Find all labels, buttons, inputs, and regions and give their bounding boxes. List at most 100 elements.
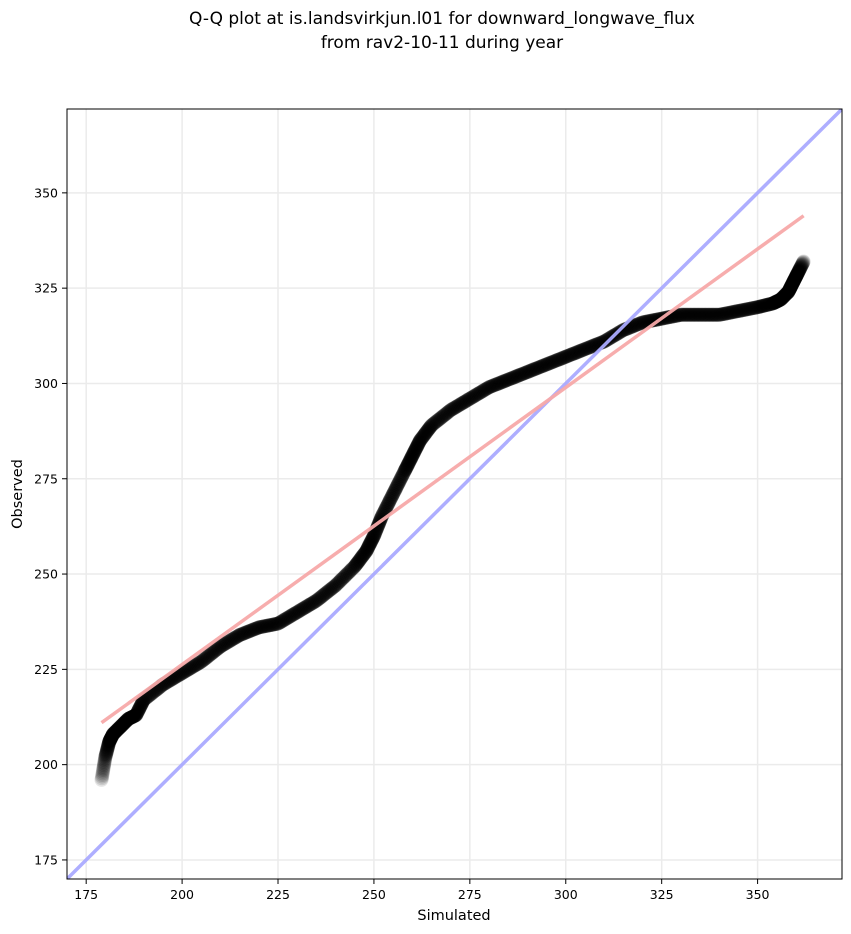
qq-point <box>353 551 368 566</box>
qq-point <box>778 288 792 303</box>
qq-point <box>129 707 144 721</box>
qq-point <box>103 731 118 746</box>
qq-point <box>298 600 313 615</box>
qq-point <box>793 261 808 276</box>
qq-point <box>118 715 133 730</box>
qq-point <box>242 624 257 639</box>
qq-point <box>547 354 562 369</box>
qq-point <box>520 365 535 379</box>
qq-point <box>104 729 119 744</box>
qq-point <box>399 460 414 475</box>
qq-point <box>202 648 217 663</box>
qq-point <box>111 721 126 736</box>
y-tick-label: 250 <box>34 567 58 582</box>
qq-point <box>493 375 507 390</box>
qq-point <box>767 295 781 310</box>
qq-point <box>351 555 365 570</box>
qq-point <box>487 378 502 393</box>
qq-point <box>788 270 803 285</box>
qq-point <box>364 534 379 549</box>
x-tick-label: 275 <box>458 887 482 902</box>
qq-point <box>597 334 612 349</box>
qq-point <box>124 710 139 725</box>
qq-point <box>102 733 117 748</box>
qq-point <box>173 667 188 681</box>
qq-point <box>543 355 558 370</box>
qq-point <box>792 263 806 278</box>
qq-point <box>339 567 354 582</box>
qq-point <box>582 340 597 355</box>
qq-point <box>359 543 374 558</box>
qq-point <box>317 587 332 602</box>
qq-point <box>99 744 114 759</box>
qq-point <box>411 436 426 451</box>
qq-point <box>383 491 398 506</box>
qq-point <box>440 405 455 420</box>
qq-point <box>183 661 198 676</box>
y-tick-label: 350 <box>34 185 58 200</box>
qq-point <box>598 333 613 348</box>
qq-point <box>780 286 795 301</box>
qq-point <box>538 357 553 372</box>
qq-point <box>791 265 806 280</box>
qq-point <box>577 342 592 357</box>
qq-point <box>775 291 790 305</box>
qq-point <box>273 615 288 629</box>
qq-point <box>785 276 800 291</box>
qq-point <box>769 294 784 309</box>
qq-point <box>104 729 119 744</box>
qq-point <box>575 343 590 358</box>
qq-point <box>794 258 809 273</box>
qq-point <box>473 385 488 400</box>
x-tick-label: 250 <box>362 887 386 902</box>
qq-point <box>417 427 432 442</box>
qq-point <box>379 500 394 515</box>
qq-point <box>756 298 771 313</box>
qq-point <box>212 640 227 655</box>
qq-point <box>442 404 457 419</box>
qq-point <box>497 374 512 389</box>
qq-point <box>724 305 739 320</box>
qq-point <box>98 751 113 766</box>
qq-point <box>469 387 484 402</box>
qq-point <box>303 597 318 611</box>
qq-point <box>510 368 525 383</box>
qq-point <box>509 369 524 384</box>
qq-point <box>451 398 466 413</box>
qq-point <box>462 391 477 406</box>
qq-point <box>111 722 125 737</box>
qq-point <box>699 307 714 322</box>
qq-point <box>98 747 113 762</box>
qq-point <box>795 256 810 271</box>
qq-point <box>121 711 136 726</box>
qq-point <box>560 349 575 364</box>
qq-point <box>779 287 794 302</box>
qq-point <box>231 628 246 643</box>
qq-point <box>568 346 583 360</box>
qq-point <box>486 378 501 393</box>
qq-point <box>391 475 406 490</box>
qq-point <box>553 352 568 366</box>
qq-point <box>260 618 275 633</box>
qq-point <box>501 372 516 387</box>
qq-point <box>545 355 560 370</box>
qq-point <box>761 297 776 312</box>
qq-point <box>614 323 629 338</box>
qq-point <box>257 619 272 634</box>
qq-point <box>513 367 528 382</box>
y-tick-label: 225 <box>34 662 58 677</box>
qq-point <box>357 546 372 561</box>
qq-point <box>682 307 697 322</box>
qq-point <box>587 338 602 353</box>
qq-point <box>100 741 115 756</box>
qq-point <box>408 443 422 458</box>
qq-point <box>693 307 707 322</box>
qq-point <box>792 262 807 277</box>
qq-point <box>447 400 462 415</box>
qq-point <box>476 383 491 398</box>
qq-point <box>269 616 284 631</box>
qq-point <box>180 662 195 677</box>
qq-point <box>759 298 774 312</box>
qq-point <box>765 296 780 311</box>
